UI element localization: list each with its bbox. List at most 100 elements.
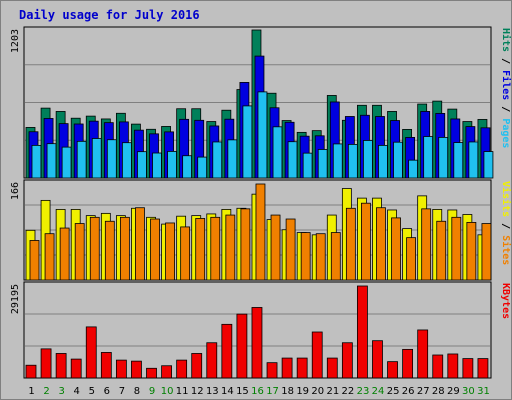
bar-pages-day-26 xyxy=(408,159,419,179)
panel-max-label-2: 166 xyxy=(10,182,21,200)
x-tick-label-day-2: 2 xyxy=(43,386,49,397)
bar-sites-day-23 xyxy=(361,202,371,281)
legend-entry-hits: Hits xyxy=(500,28,512,52)
bar-pages-day-27 xyxy=(423,136,434,179)
bar-pages-day-9 xyxy=(152,152,162,179)
bar-kbytes-day-13 xyxy=(206,342,218,379)
bar-pages-day-24 xyxy=(378,144,388,179)
x-tick-label-day-11: 11 xyxy=(176,386,189,397)
bar-sites-day-6 xyxy=(104,220,115,281)
bar-kbytes-day-15 xyxy=(236,313,248,379)
x-tick-label-day-23: 23 xyxy=(357,386,370,397)
bar-pages-day-30 xyxy=(468,141,479,179)
bar-sites-day-21 xyxy=(330,232,341,281)
bar-kbytes-day-28 xyxy=(432,354,444,379)
x-tick-label-day-27: 27 xyxy=(417,386,430,397)
x-tick-label-day-1: 1 xyxy=(28,386,34,397)
panel-max-label-3: 29195 xyxy=(10,284,21,314)
x-tick-label-day-6: 6 xyxy=(104,386,110,397)
x-tick-label-day-16: 16 xyxy=(251,386,264,397)
x-tick-label-day-25: 25 xyxy=(387,386,400,397)
bar-kbytes-day-20 xyxy=(311,331,323,379)
bar-sites-day-1 xyxy=(29,240,40,281)
bar-sites-day-11 xyxy=(180,226,191,281)
bar-sites-day-16 xyxy=(255,183,266,281)
bar-pages-day-7 xyxy=(121,142,132,179)
x-tick-label-day-10: 10 xyxy=(161,386,174,397)
bar-kbytes-day-24 xyxy=(372,340,383,379)
bar-pages-day-23 xyxy=(363,140,373,179)
x-tick-label-day-22: 22 xyxy=(342,386,355,397)
x-tick-label-day-8: 8 xyxy=(134,386,140,397)
x-tick-label-day-30: 30 xyxy=(462,386,475,397)
panel-max-label-1: 1203 xyxy=(10,29,21,53)
x-tick-label-day-21: 21 xyxy=(326,386,339,397)
bar-sites-day-14 xyxy=(225,214,236,281)
bar-sites-day-20 xyxy=(315,233,326,281)
bar-kbytes-day-12 xyxy=(191,353,203,379)
x-tick-label-day-3: 3 xyxy=(58,386,64,397)
legend-2: Visits / Sites xyxy=(500,181,512,265)
bar-kbytes-day-8 xyxy=(131,360,142,379)
legend-entry-visits: Visits xyxy=(500,181,512,217)
bar-pages-day-6 xyxy=(106,139,117,179)
bar-pages-day-4 xyxy=(76,140,87,179)
x-tick-label-day-4: 4 xyxy=(74,386,80,397)
bar-sites-day-24 xyxy=(376,207,386,281)
bar-sites-day-27 xyxy=(421,208,432,281)
bar-sites-day-17 xyxy=(270,214,281,281)
bar-pages-day-13 xyxy=(212,141,223,179)
bar-sites-day-10 xyxy=(165,222,175,281)
bar-sites-day-25 xyxy=(391,217,401,281)
legend-entry-pages: Pages xyxy=(500,118,511,148)
bar-pages-day-18 xyxy=(287,141,298,179)
x-tick-label-day-26: 26 xyxy=(402,386,415,397)
bar-kbytes-day-19 xyxy=(296,357,308,379)
bar-pages-day-8 xyxy=(137,151,147,179)
bar-kbytes-day-5 xyxy=(85,326,97,379)
legend-separator: / xyxy=(500,100,511,118)
bar-pages-day-12 xyxy=(197,156,208,179)
legend-1: Hits / Files / Pages xyxy=(500,28,512,148)
bar-sites-day-22 xyxy=(345,207,356,281)
x-tick-label-day-5: 5 xyxy=(89,386,95,397)
bar-pages-day-2 xyxy=(46,143,57,179)
bar-sites-day-8 xyxy=(135,207,145,281)
legend-entry-files: Files xyxy=(500,70,512,100)
bar-kbytes-day-18 xyxy=(281,357,293,379)
x-tick-label-day-28: 28 xyxy=(432,386,445,397)
bar-pages-day-16 xyxy=(257,91,268,179)
bar-sites-day-12 xyxy=(195,218,206,281)
bar-sites-day-13 xyxy=(210,216,221,281)
bar-pages-day-20 xyxy=(317,149,328,179)
bar-kbytes-day-30 xyxy=(462,358,474,379)
bar-sites-day-29 xyxy=(451,216,462,281)
legend-3: KBytes xyxy=(500,283,511,319)
bar-kbytes-day-26 xyxy=(402,348,414,379)
x-tick-label-day-15: 15 xyxy=(236,386,249,397)
bar-pages-day-1 xyxy=(31,144,42,179)
legend-entry-kbytes: KBytes xyxy=(500,283,511,319)
bar-sites-day-31 xyxy=(481,223,492,281)
bar-pages-day-3 xyxy=(61,146,72,179)
bar-kbytes-day-17 xyxy=(266,362,278,379)
bar-pages-day-29 xyxy=(453,142,464,179)
bar-pages-day-15 xyxy=(242,105,253,179)
bar-kbytes-day-22 xyxy=(341,342,353,379)
bar-pages-day-21 xyxy=(332,143,343,179)
x-tick-label-day-14: 14 xyxy=(221,386,234,397)
bar-kbytes-day-7 xyxy=(115,359,127,379)
x-tick-label-day-13: 13 xyxy=(206,386,219,397)
bar-kbytes-day-6 xyxy=(100,352,112,379)
bar-kbytes-day-14 xyxy=(221,323,233,379)
bar-kbytes-day-31 xyxy=(477,358,489,379)
bar-sites-day-2 xyxy=(44,233,55,281)
bar-pages-day-17 xyxy=(272,126,283,179)
bar-pages-day-5 xyxy=(91,138,102,179)
bar-kbytes-day-11 xyxy=(176,359,188,379)
legend-entry-sites: Sites xyxy=(500,235,512,265)
bar-kbytes-day-16 xyxy=(251,307,263,379)
bar-sites-day-15 xyxy=(240,208,251,281)
bar-kbytes-day-10 xyxy=(161,365,172,379)
